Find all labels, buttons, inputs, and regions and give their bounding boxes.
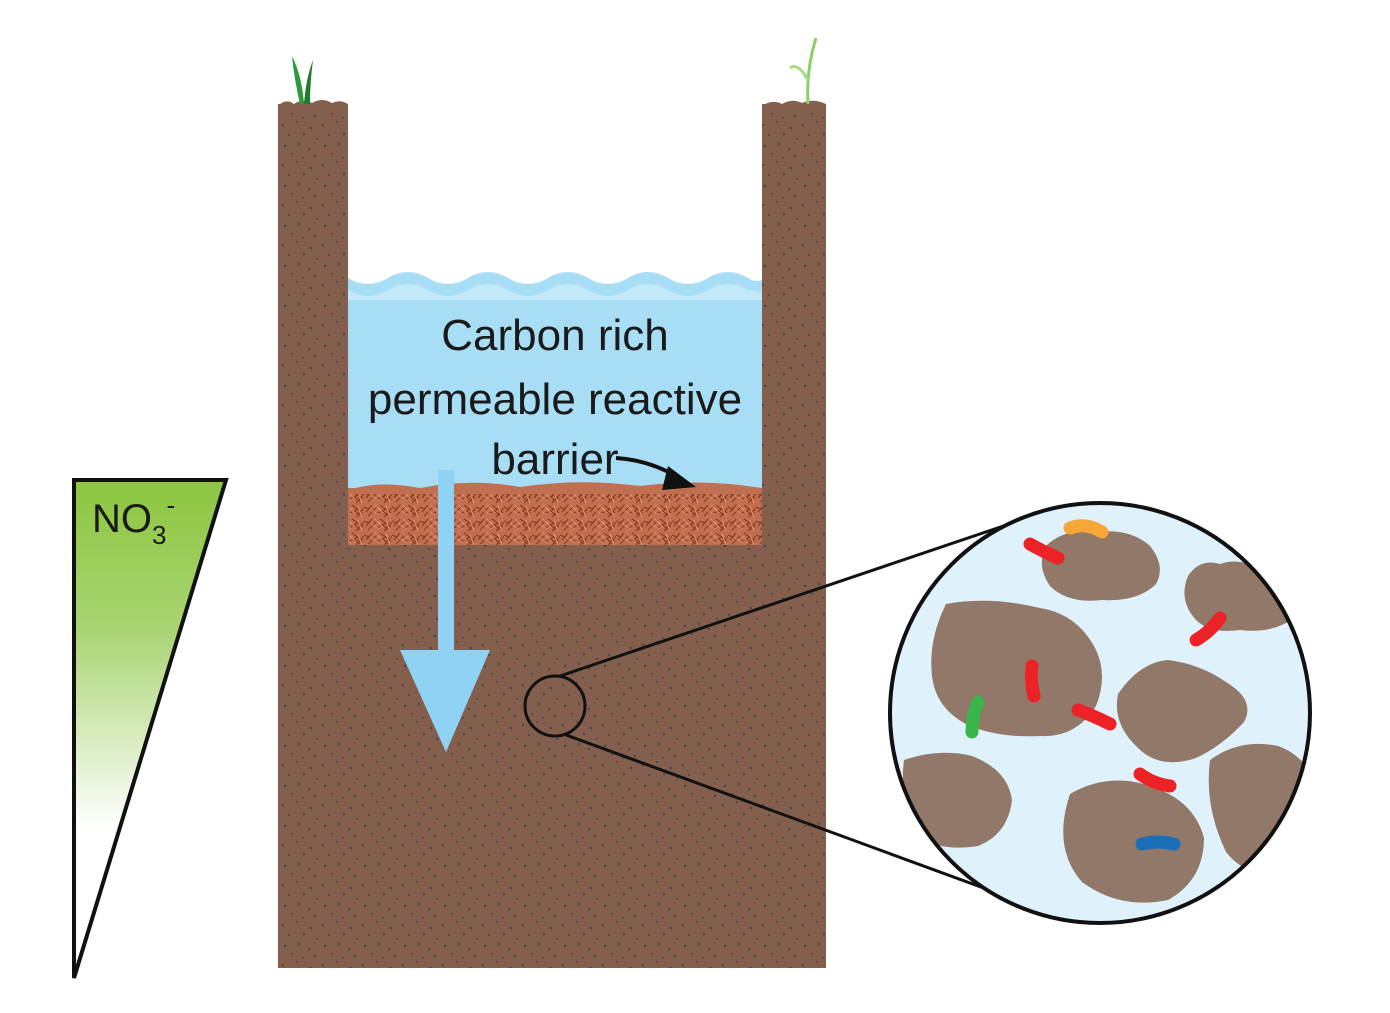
- carbon-barrier-layer: [348, 488, 762, 545]
- barrier-label-line3: barrier: [491, 435, 618, 484]
- soil-top-left: [278, 100, 348, 110]
- barrier-label-line1: Carbon rich: [441, 311, 668, 360]
- grass-sprout-icon: [292, 56, 313, 104]
- nitrate-gradient-wedge: NO3-: [72, 478, 229, 979]
- nitrate-label-subscript: 3: [152, 520, 166, 550]
- zoomed-pore-view: [888, 501, 1312, 925]
- bacteria-cells: [965, 519, 1227, 851]
- nitrate-label: NO3-: [92, 490, 175, 550]
- barrier-label-line2: permeable reactive: [368, 375, 742, 424]
- zoom-line-bottom: [565, 733, 1031, 907]
- barrier-pointer-arrow-icon: [615, 456, 696, 490]
- seedling-icon: [789, 37, 818, 105]
- soil-profile: [278, 104, 826, 968]
- zoom-line-top: [559, 515, 1031, 678]
- nitrate-label-base: NO: [92, 497, 152, 541]
- downward-flow-arrow-icon: [400, 470, 490, 752]
- nitrate-label-superscript: -: [166, 490, 175, 520]
- soil-top-right: [762, 100, 826, 110]
- sample-point-circle: [523, 674, 587, 738]
